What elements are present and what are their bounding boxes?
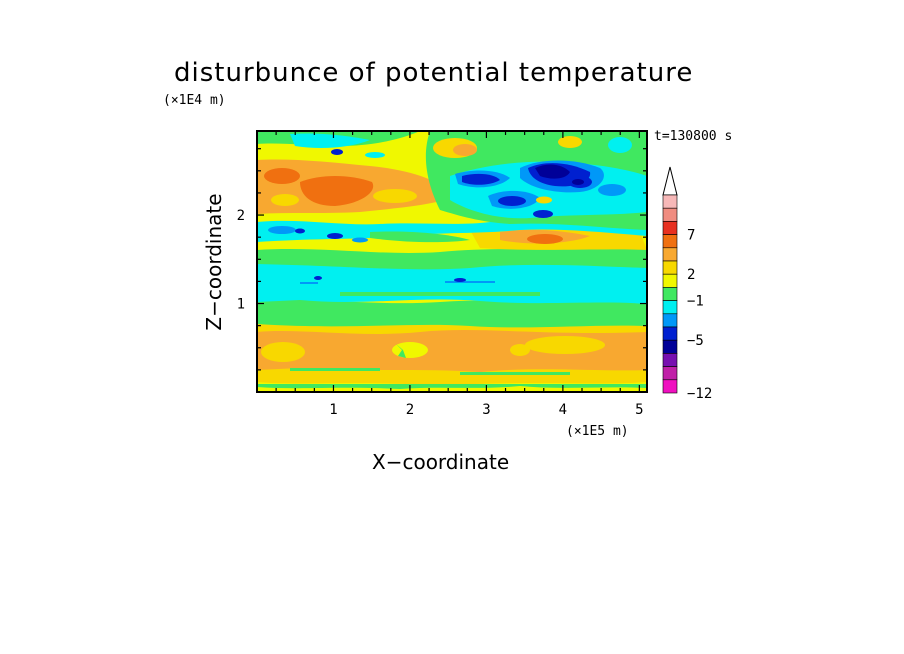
contour-region [527, 234, 563, 244]
contour-region [454, 278, 466, 282]
contour-region [572, 179, 584, 185]
chart-title: disturbunce of potential temperature [174, 58, 694, 88]
y-tick-label: 1 [237, 297, 245, 313]
contour-region [608, 137, 632, 153]
contour-region [300, 282, 318, 284]
colorbar-level [662, 247, 678, 262]
contour-region [365, 152, 385, 158]
contour-field [257, 131, 647, 392]
plot-frame [256, 130, 648, 393]
colorbar-level [662, 313, 678, 328]
x-tick-label: 3 [482, 402, 490, 418]
x-axis-ticks: 1 2 3 4 5 [275, 131, 644, 418]
colorbar-level [662, 379, 678, 394]
x-tick-label: 2 [406, 402, 414, 418]
contour-region [257, 248, 647, 270]
contour-region [314, 276, 322, 280]
x-tick-label: 5 [635, 402, 643, 418]
contour-region [257, 219, 647, 242]
colorbar-tick-label: 2 [687, 267, 695, 283]
colorbar-level [662, 194, 678, 209]
contour-region [396, 344, 406, 358]
colorbar-level [662, 287, 678, 301]
colorbar-tick-label: 7 [687, 228, 695, 244]
colorbar-level [662, 221, 678, 235]
contour-region [352, 237, 368, 243]
contour-region [462, 173, 500, 185]
colorbar-tick-label: −1 [687, 294, 704, 310]
x-axis-unit: (×1E5 m) [566, 424, 629, 439]
colorbar-level [662, 339, 678, 354]
contour-region [535, 164, 570, 179]
contour-region [498, 196, 526, 206]
contour-region [373, 189, 417, 203]
colorbar-extend-arrow [662, 166, 678, 196]
contour-region [327, 233, 343, 239]
contour-region [331, 149, 343, 155]
colorbar-level [662, 366, 678, 381]
y-axis-unit: (×1E4 m) [163, 93, 226, 108]
contour-region [536, 196, 552, 204]
contour-region [295, 228, 305, 234]
contour-region [370, 231, 470, 243]
contour-region [268, 226, 296, 234]
colorbar-level [662, 300, 678, 315]
x-axis-label: X−coordinate [372, 450, 510, 474]
colorbar-tick-label: −12 [687, 386, 712, 402]
contour-region [264, 168, 300, 184]
contour-region [525, 336, 605, 354]
colorbar-level [662, 260, 678, 275]
colorbar-level [662, 326, 678, 341]
colorbar: 7 2 −1 −5 −12 [662, 166, 712, 402]
colorbar-level [662, 273, 678, 288]
contour-region [271, 194, 299, 206]
colorbar-level [662, 234, 678, 249]
colorbar-level [662, 207, 678, 222]
contour-region [290, 133, 370, 148]
colorbar-level [662, 353, 678, 367]
contour-region [340, 292, 540, 296]
y-axis-ticks: 12 [237, 148, 647, 371]
contour-region [533, 210, 553, 218]
contour-region [460, 372, 570, 375]
contour-region [445, 281, 495, 283]
y-tick-label: 2 [237, 208, 245, 224]
contour-region [558, 136, 582, 148]
contour-region [257, 384, 647, 389]
x-tick-label: 1 [329, 402, 337, 418]
contour-region [257, 299, 647, 328]
y-axis-label: Z−coordinate [202, 193, 226, 331]
time-label: t=130800 s [654, 129, 733, 144]
contour-region [392, 342, 428, 358]
x-tick-label: 4 [559, 402, 567, 418]
contour-region [510, 344, 530, 356]
contour-region [300, 176, 374, 206]
colorbar-tick-label: −5 [687, 333, 704, 349]
contour-region [453, 144, 477, 156]
contour-region [598, 184, 626, 196]
contour-region [261, 342, 305, 362]
contour-region [290, 368, 380, 371]
